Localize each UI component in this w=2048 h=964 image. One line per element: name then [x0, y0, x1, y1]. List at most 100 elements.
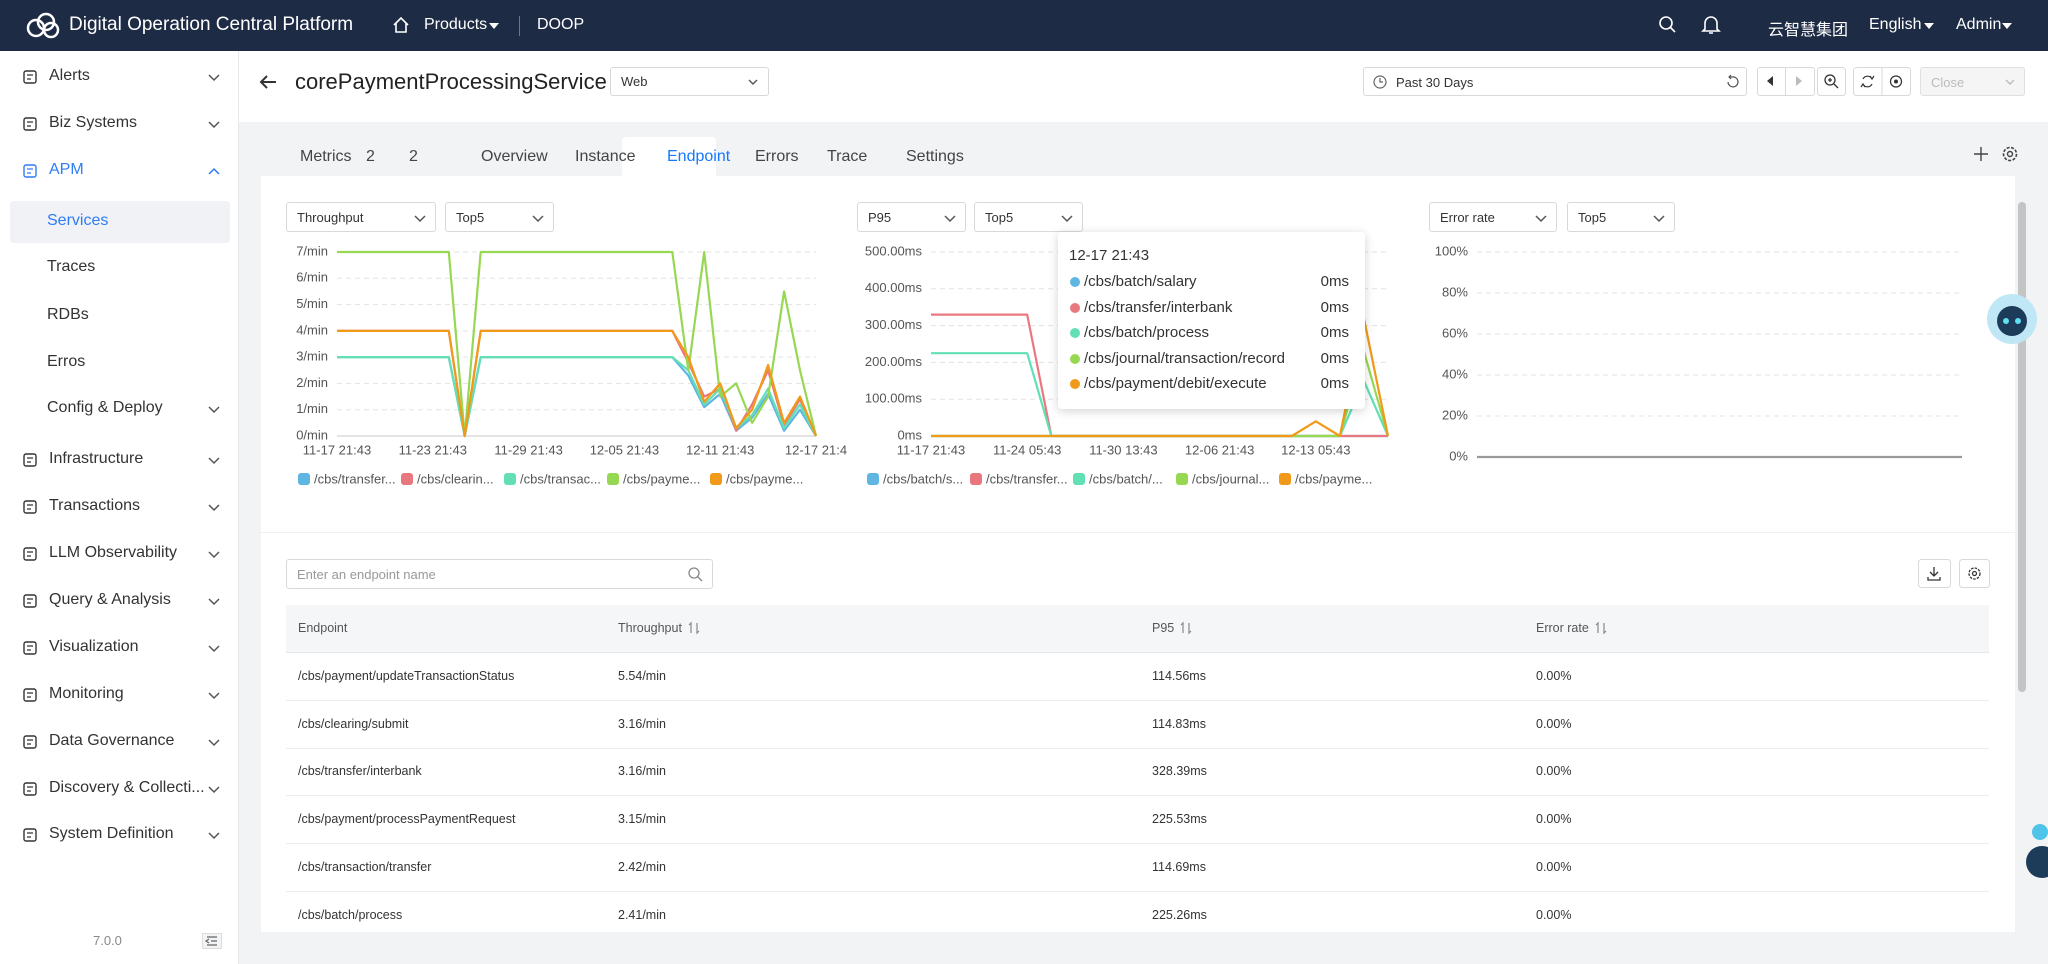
menu-item[interactable]: Query & Analysis: [49, 590, 171, 608]
tab[interactable]: Errors: [755, 148, 799, 165]
endpoint-table: Endpoint Throughput P95 Error rate/cbs/paym…: [286, 605, 1989, 932]
download-button[interactable]: [1918, 559, 1951, 588]
next-icon[interactable]: [1796, 76, 1802, 86]
collapse-button[interactable]: [202, 933, 222, 949]
chevron-path: [1535, 215, 1547, 223]
tooltip-value: 0ms: [1320, 324, 1349, 341]
sort-icon[interactable]: [688, 621, 700, 635]
endpoint-search[interactable]: Enter an endpoint name: [286, 559, 713, 589]
scrollbar-thumb: [2018, 202, 2026, 692]
time-range-picker[interactable]: Past 30 Days: [1363, 67, 1747, 96]
service-type-select[interactable]: Web: [610, 67, 769, 96]
chart-select[interactable]: Error rate: [1429, 202, 1557, 232]
y-tick-label: 2/min: [296, 375, 328, 390]
user-menu[interactable]: Admin: [1956, 16, 2002, 33]
tab[interactable]: Settings: [906, 148, 964, 165]
tooltip-value: 0ms: [1320, 349, 1349, 367]
menu-item[interactable]: Infrastructure: [49, 449, 144, 467]
language-menu[interactable]: English: [1869, 16, 1922, 33]
zoom-button[interactable]: [1817, 67, 1846, 96]
legend-swatch: [1176, 473, 1188, 485]
legend-label[interactable]: /cbs/journal...: [1192, 471, 1269, 486]
legend-label[interactable]: /cbs/batch/s...: [883, 471, 963, 486]
sort-icon[interactable]: [1180, 621, 1192, 635]
org-name[interactable]: 云智慧集团: [1768, 22, 1849, 39]
back-button[interactable]: [257, 71, 279, 93]
bell-icon[interactable]: [1701, 14, 1721, 36]
table-cell[interactable]: /cbs/clearing/submit: [298, 716, 409, 731]
tab[interactable]: Metrics: [300, 148, 352, 165]
search-icon[interactable]: [1658, 15, 1678, 35]
y-tick-label: 80%: [1442, 284, 1468, 299]
table-cell[interactable]: /cbs/transfer/interbank: [298, 764, 422, 779]
chevron-path: [944, 215, 956, 223]
legend-label[interactable]: /cbs/batch/...: [1089, 471, 1163, 486]
menu-item[interactable]: Data Governance: [49, 731, 175, 749]
chevron-path: [208, 645, 220, 652]
tab[interactable]: Overview: [481, 148, 548, 165]
step-buttons[interactable]: [1757, 67, 1815, 96]
legend-label[interactable]: /cbs/transfer...: [986, 471, 1068, 486]
chevron: [208, 457, 220, 464]
tooltip-title: 12-17 21:43: [1069, 247, 1150, 264]
menu-item[interactable]: Discovery & Collecti...: [49, 778, 205, 796]
reset-icon[interactable]: [1724, 74, 1740, 90]
legend-label[interactable]: /cbs/payme...: [623, 471, 700, 486]
icon-shape: [27, 74, 33, 80]
legend-label[interactable]: /cbs/transfer...: [314, 471, 396, 486]
add-button[interactable]: [1973, 146, 1989, 162]
sort-arrows: [1595, 621, 1607, 635]
chart-select[interactable]: Top5: [445, 202, 554, 232]
app-name[interactable]: DOOP: [537, 16, 585, 33]
icon-shape: [23, 547, 37, 561]
menu-item[interactable]: LLM Observability: [49, 543, 178, 561]
chart-select[interactable]: Throughput: [286, 202, 436, 232]
column-header[interactable]: Error rate: [1536, 621, 1589, 635]
menu-item[interactable]: Alerts: [49, 67, 90, 85]
assistant-robot[interactable]: [2016, 822, 2048, 884]
prev-icon[interactable]: [1767, 76, 1773, 86]
column-settings-button[interactable]: [1959, 559, 1990, 588]
close-select[interactable]: Close: [1920, 67, 2025, 96]
caret: [489, 23, 499, 34]
refresh-buttons[interactable]: [1853, 67, 1911, 96]
legend-label[interactable]: /cbs/transac...: [520, 471, 601, 486]
menu-item[interactable]: Monitoring: [49, 684, 124, 702]
table-cell[interactable]: /cbs/batch/process: [298, 907, 403, 922]
table-cell[interactable]: /cbs/transaction/transfer: [298, 859, 432, 874]
table-row: [286, 892, 1989, 933]
home-icon[interactable]: [391, 15, 411, 35]
chart-select[interactable]: Top5: [1567, 202, 1675, 232]
legend-label[interactable]: /cbs/payme...: [1295, 471, 1372, 486]
menu-item[interactable]: Visualization: [49, 637, 139, 655]
assistant-avatar[interactable]: [1985, 292, 2039, 346]
x-tick-label: 11-24 05:43: [993, 442, 1061, 457]
settings-button[interactable]: [2001, 145, 2019, 163]
tab[interactable]: Instance: [575, 148, 636, 165]
menu-item[interactable]: Traces: [47, 257, 96, 275]
legend-label[interactable]: /cbs/clearin...: [417, 471, 494, 486]
table-cell[interactable]: /cbs/payment/updateTransactionStatus: [298, 669, 515, 683]
menu-item[interactable]: APM: [49, 161, 84, 179]
tab[interactable]: Endpoint: [667, 148, 731, 165]
column-header[interactable]: P95: [1152, 621, 1175, 635]
chart-select[interactable]: Top5: [974, 202, 1083, 232]
tab[interactable]: Trace: [827, 148, 868, 165]
menu-item[interactable]: Erros: [47, 353, 86, 371]
tab[interactable]: 2: [366, 148, 375, 165]
sort-icon[interactable]: [1595, 621, 1607, 635]
legend-label[interactable]: /cbs/payme...: [726, 471, 803, 486]
menu-item[interactable]: Config & Deploy: [47, 398, 163, 416]
menu-item[interactable]: Biz Systems: [49, 114, 138, 132]
menu-item[interactable]: System Definition: [49, 824, 174, 842]
series-line: [337, 329, 818, 438]
column-header[interactable]: Throughput: [618, 621, 682, 635]
chart-select[interactable]: P95: [857, 202, 966, 232]
icon-shape: [23, 453, 37, 467]
menu-item[interactable]: RDBs: [47, 306, 89, 324]
table-cell[interactable]: /cbs/payment/processPaymentRequest: [298, 812, 516, 827]
tab[interactable]: 2: [409, 148, 418, 165]
menu-item[interactable]: Transactions: [49, 496, 140, 514]
products-menu[interactable]: Products: [424, 16, 488, 33]
menu-item[interactable]: Services: [47, 212, 109, 230]
